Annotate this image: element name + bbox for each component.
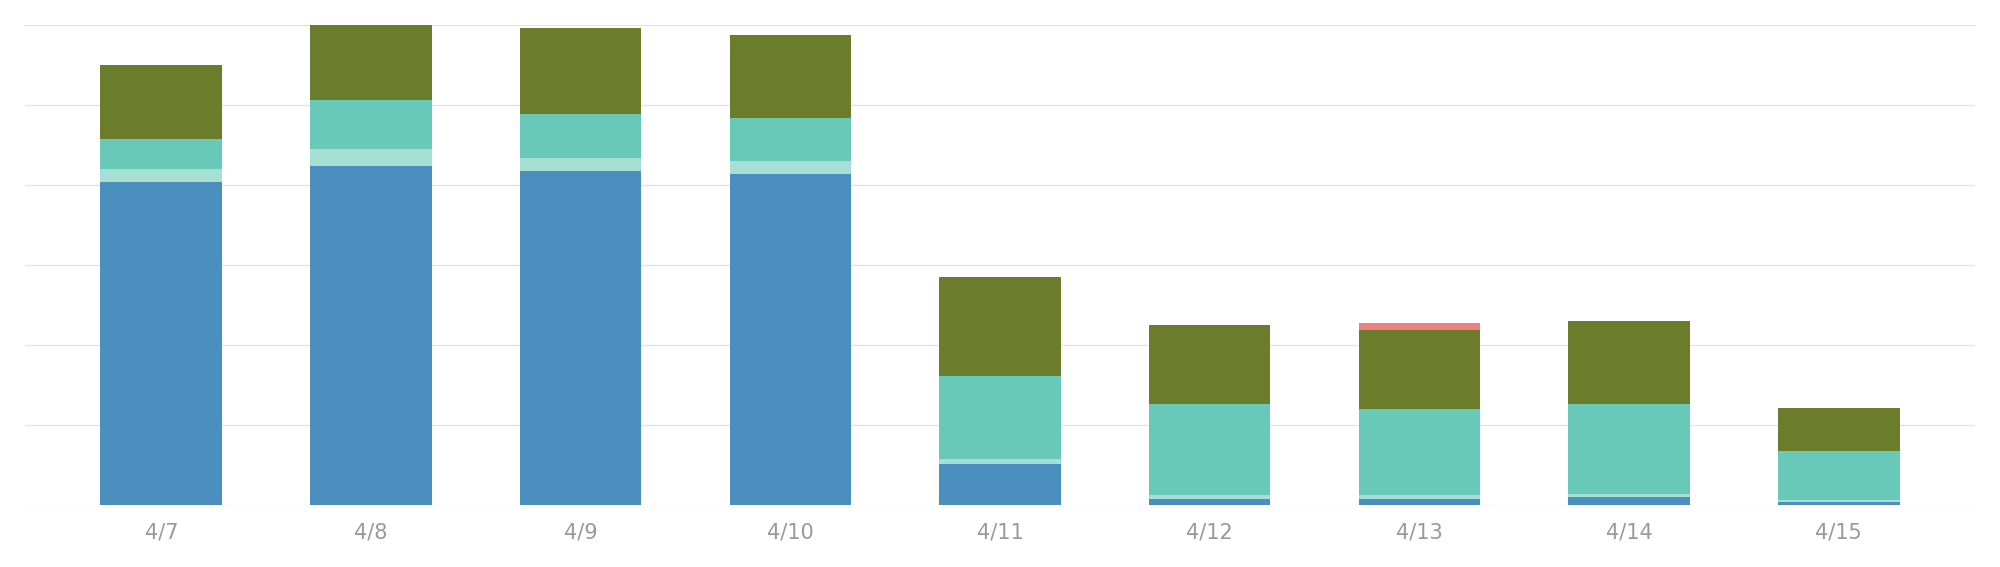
Bar [730, 118, 852, 161]
Bar [940, 277, 1060, 376]
Bar [940, 459, 1060, 464]
Bar [1358, 496, 1480, 499]
Bar [1568, 494, 1690, 497]
Bar [310, 166, 432, 505]
Bar [730, 35, 852, 118]
Bar [100, 139, 222, 169]
Bar [1148, 404, 1270, 496]
Bar [310, 3, 432, 100]
Bar [100, 183, 222, 505]
Bar [520, 158, 642, 171]
Bar [1568, 404, 1690, 494]
Bar [1778, 408, 1900, 451]
Bar [1148, 496, 1270, 499]
Bar [1778, 502, 1900, 505]
Bar [310, 100, 432, 149]
Bar [520, 28, 642, 115]
Bar [1358, 409, 1480, 496]
Bar [1358, 330, 1480, 409]
Bar [100, 169, 222, 183]
Bar [520, 171, 642, 505]
Bar [1778, 500, 1900, 502]
Bar [1148, 325, 1270, 404]
Bar [940, 464, 1060, 505]
Bar [1568, 497, 1690, 505]
Bar [730, 161, 852, 174]
Bar [520, 115, 642, 158]
Bar [940, 376, 1060, 459]
Bar [1358, 323, 1480, 330]
Bar [1358, 499, 1480, 505]
Bar [310, 149, 432, 166]
Bar [1568, 321, 1690, 404]
Bar [100, 65, 222, 139]
Bar [1778, 451, 1900, 500]
Bar [1148, 499, 1270, 505]
Bar [730, 174, 852, 505]
